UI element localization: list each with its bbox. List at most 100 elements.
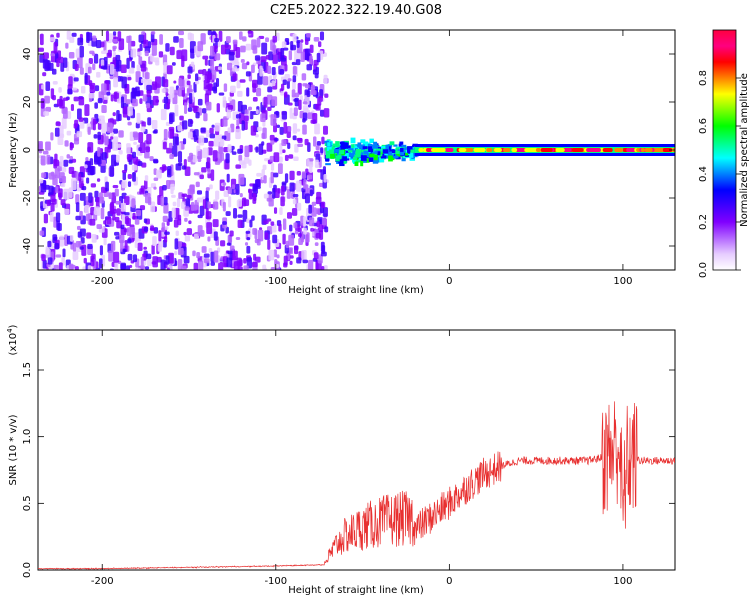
heatmap-cell (153, 177, 159, 182)
heatmap-cell (189, 92, 193, 104)
heatmap-cell (132, 151, 137, 159)
heatmap-cell (162, 185, 167, 191)
heatmap-cell (265, 37, 270, 43)
colorbar-tick-label: 0.2 (698, 214, 709, 230)
heatmap-cell (511, 148, 518, 152)
heatmap-cell (177, 218, 182, 226)
heatmap-cell (128, 67, 135, 74)
heatmap-cell (586, 148, 597, 152)
heatmap-cell (213, 250, 219, 263)
heatmap-cell (212, 201, 219, 210)
heatmap-cell (184, 166, 191, 177)
heatmap-cell (141, 162, 147, 168)
heatmap-cell (115, 60, 120, 72)
heatmap-cell (237, 148, 243, 154)
heatmap-cell (41, 254, 46, 262)
heatmap-cell (241, 120, 245, 131)
heatmap-cell (112, 112, 116, 117)
heatmap-cell (193, 172, 200, 176)
heatmap-cell (140, 60, 147, 72)
heatmap-cell (104, 136, 109, 146)
heatmap-cell (182, 138, 187, 145)
heatmap-cell (253, 183, 258, 194)
heatmap-cell (368, 146, 374, 153)
heatmap-cell (87, 126, 91, 135)
heatmap-cell (388, 155, 393, 162)
heatmap-cell (223, 83, 228, 92)
heatmap-cell (347, 149, 353, 153)
heatmap-cell (284, 173, 289, 183)
heatmap-cell (90, 183, 97, 188)
heatmap-cell (161, 164, 166, 172)
heatmap-cell (300, 51, 305, 62)
heatmap-cell (132, 254, 138, 263)
heatmap-cell (89, 158, 94, 166)
heatmap-cell (130, 48, 137, 58)
heatmap-cell (399, 141, 404, 145)
heatmap-cell (94, 102, 98, 109)
heatmap-cell (272, 187, 276, 199)
heatmap-cell (127, 76, 132, 81)
heatmap-cell (296, 180, 302, 192)
heatmap-cell (163, 79, 169, 88)
heatmap-cell (121, 180, 127, 189)
heatmap-cell (262, 164, 267, 171)
heatmap-cell (42, 72, 47, 77)
heatmap-cell (227, 104, 234, 110)
heatmap-cell (301, 73, 307, 81)
heatmap-cell (360, 160, 364, 167)
heatmap-cell (373, 153, 379, 157)
heatmap-cell (134, 232, 139, 239)
heatmap-cell (195, 80, 200, 85)
heatmap-cell (52, 81, 58, 85)
heatmap-cell (86, 32, 93, 41)
snr-ticks: -200 -100 0 100 0.0 0.5 1.0 1.5 (22, 330, 675, 587)
heatmap-cell (228, 196, 232, 208)
heatmap-cell (335, 141, 340, 148)
heatmap-cell (92, 118, 96, 131)
heatmap-cell (229, 252, 234, 261)
heatmap-cell (222, 118, 228, 127)
heatmap-cell (212, 86, 217, 92)
heatmap-cell (75, 194, 80, 205)
heatmap-cell (164, 231, 170, 235)
heatmap-cell (355, 152, 361, 158)
spectrogram-y-tick-label: -40 (22, 238, 33, 254)
spectrogram-y-tick-label: 20 (22, 96, 33, 109)
heatmap-cell (338, 150, 344, 155)
heatmap-cell (233, 261, 240, 270)
heatmap-cell (100, 65, 107, 70)
heatmap-cell (49, 37, 56, 42)
heatmap-cell (84, 164, 88, 169)
heatmap-cell (91, 234, 97, 243)
heatmap-cell (400, 147, 404, 152)
heatmap-cell (267, 86, 273, 93)
heatmap-cell (163, 236, 168, 243)
heatmap-cell (128, 40, 132, 51)
heatmap-cell (202, 108, 207, 114)
heatmap-cell (243, 258, 247, 264)
heatmap-cell (309, 44, 314, 54)
heatmap-cell (201, 246, 207, 253)
heatmap-cell (350, 137, 356, 144)
heatmap-cell (185, 198, 191, 209)
heatmap-cell (166, 267, 170, 270)
heatmap-cell (66, 130, 72, 136)
heatmap-cell (399, 149, 405, 156)
heatmap-cell (296, 137, 303, 142)
heatmap-cell (109, 63, 115, 75)
heatmap-cell (113, 69, 119, 80)
heatmap-cell (318, 95, 323, 102)
heatmap-cell (129, 264, 133, 268)
heatmap-cell (298, 237, 303, 246)
heatmap-cell (158, 51, 164, 58)
heatmap-cell (112, 211, 116, 221)
heatmap-cell (270, 221, 275, 226)
heatmap-cell (276, 254, 280, 259)
heatmap-cell (203, 253, 210, 258)
heatmap-cell (393, 155, 399, 159)
heatmap-cell (84, 72, 88, 84)
heatmap-cell (287, 142, 291, 150)
heatmap-cell (162, 215, 168, 223)
heatmap-cell (226, 62, 233, 71)
